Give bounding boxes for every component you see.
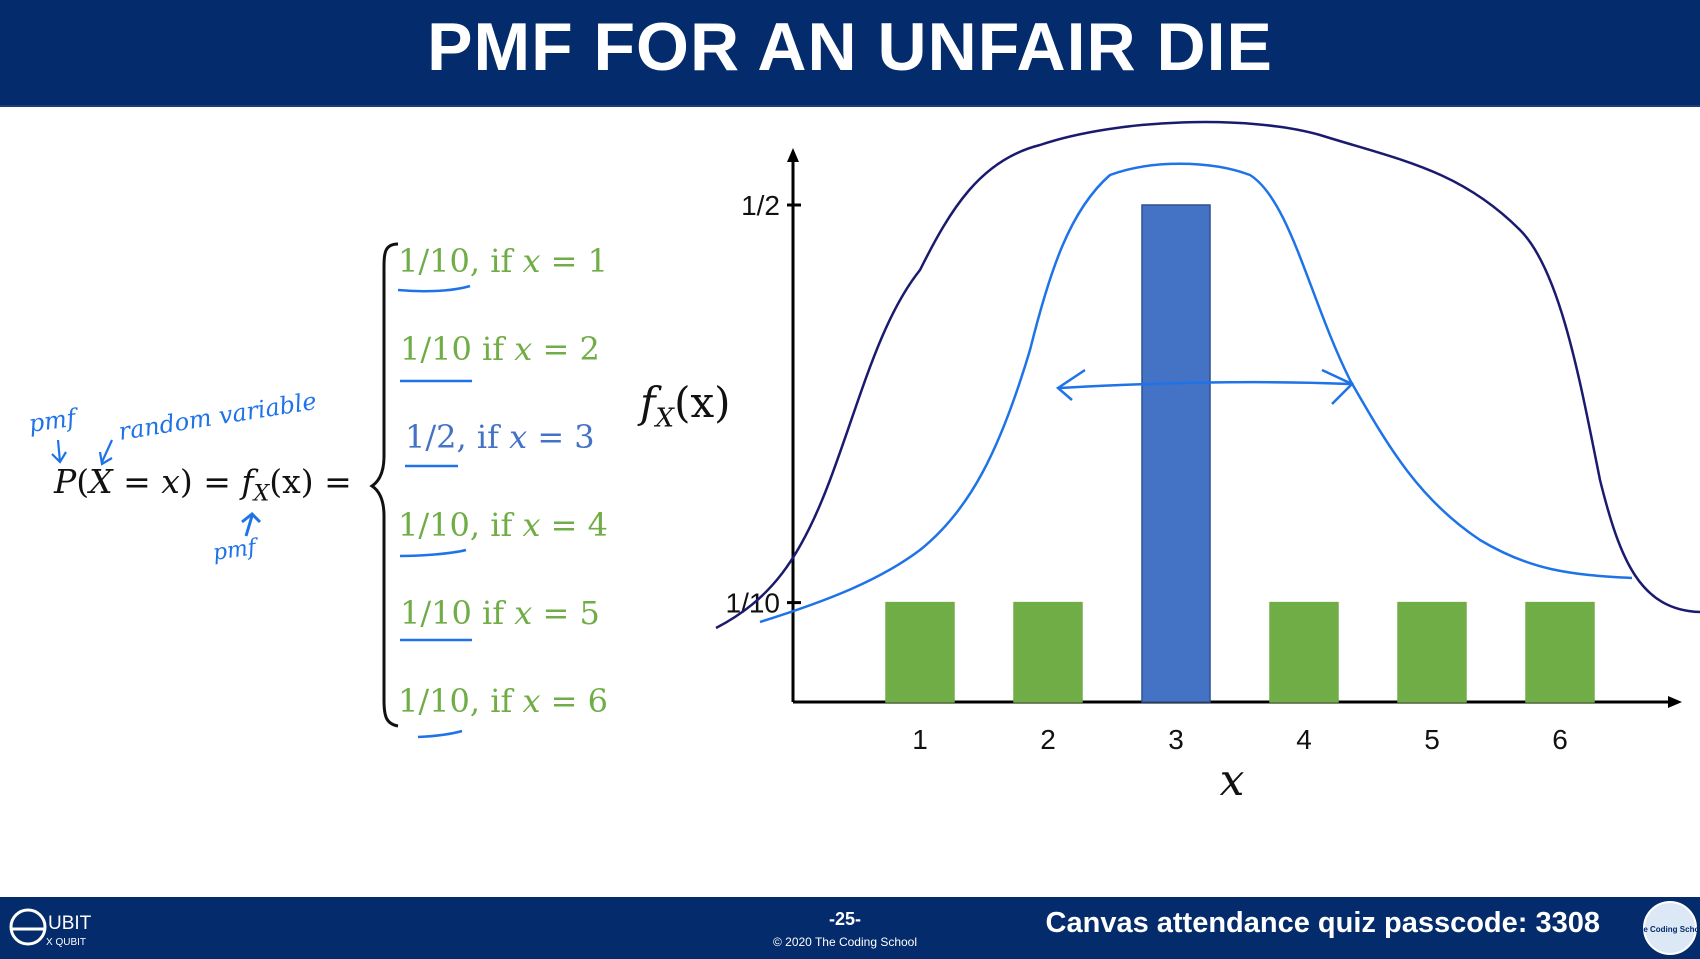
case-variable: x bbox=[514, 594, 533, 632]
case-probability: 1/2, bbox=[405, 418, 467, 456]
qubit-logo-circle bbox=[9, 908, 47, 946]
coding-school-logo: The Coding School bbox=[1642, 901, 1698, 955]
attendance-passcode: Canvas attendance quiz passcode: 3308 bbox=[1045, 907, 1600, 939]
pmf-case-6: 1/10, if x = 6 bbox=[398, 682, 608, 720]
case-variable: x bbox=[522, 506, 541, 544]
case-variable: x bbox=[514, 330, 533, 368]
case-relation: = 2 bbox=[532, 330, 600, 368]
x-axis-label: x bbox=[1220, 755, 1245, 806]
case-if: if bbox=[480, 682, 523, 720]
pmf-note-bottom: pmf bbox=[211, 535, 261, 566]
case-probability: 1/10 bbox=[400, 594, 472, 632]
slide-header: PMF FOR AN UNFAIR DIE bbox=[0, 0, 1700, 107]
case-variable: x bbox=[522, 682, 541, 720]
y-ticks-group: 1/101/2 bbox=[726, 190, 801, 619]
qubit-logo-subtext: X QUBIT bbox=[46, 937, 86, 948]
equals-sign-2: = bbox=[192, 462, 242, 501]
underline-6 bbox=[417, 729, 463, 739]
random-variable-note: random variable bbox=[117, 387, 319, 446]
x-tick-label-3: 3 bbox=[1168, 724, 1184, 755]
p-symbol: P bbox=[54, 462, 77, 501]
case-if: if bbox=[480, 242, 523, 280]
f-symbol: f bbox=[241, 462, 254, 501]
y-label-argument: (x) bbox=[674, 378, 731, 427]
bar-4 bbox=[1269, 601, 1339, 703]
case-if: if bbox=[471, 594, 515, 632]
cases-brace bbox=[369, 242, 399, 728]
random-variable-symbol: X bbox=[89, 462, 113, 501]
bar-5 bbox=[1397, 601, 1467, 703]
pmf-case-3: 1/2, if x = 3 bbox=[405, 418, 595, 456]
coding-school-logo-text: The Coding School bbox=[1642, 925, 1698, 934]
spread-arrow-sketch bbox=[1059, 380, 1351, 390]
pmf-note-top: pmf bbox=[27, 403, 82, 438]
case-if: if bbox=[466, 418, 510, 456]
close-paren: ) bbox=[179, 462, 193, 501]
x-axis-arrow bbox=[1668, 696, 1682, 708]
page-number: -25- bbox=[828, 909, 861, 929]
underline-1 bbox=[397, 284, 471, 293]
f-argument: (x) bbox=[269, 462, 314, 501]
case-if: if bbox=[471, 330, 515, 368]
case-if: if bbox=[480, 506, 523, 544]
inner-curve-sketch bbox=[759, 162, 1633, 624]
value-symbol: x bbox=[161, 462, 180, 501]
qubit-logo-text: UBIT bbox=[48, 913, 92, 934]
bar-2 bbox=[1013, 601, 1083, 703]
y-axis-label: fX(x) bbox=[640, 378, 731, 433]
y-axis-arrow bbox=[787, 148, 799, 162]
x-tick-label-5: 5 bbox=[1424, 724, 1440, 755]
x-tick-label-6: 6 bbox=[1552, 724, 1568, 755]
y-label-subscript: X bbox=[655, 403, 675, 434]
bar-3 bbox=[1141, 204, 1211, 703]
pmf-note-2-arrow bbox=[241, 511, 262, 537]
case-probability: 1/10, bbox=[398, 242, 481, 280]
x-ticks-group: 1 2 3 4 5 6 bbox=[912, 724, 1568, 755]
bar-6 bbox=[1525, 601, 1595, 703]
qubit-logo: UBIT X QUBIT bbox=[9, 908, 92, 948]
spread-arrow-left-head bbox=[1055, 368, 1086, 401]
case-relation: = 3 bbox=[527, 418, 595, 456]
copyright: © 2020 The Coding School bbox=[772, 935, 918, 949]
y-label-f: f bbox=[640, 378, 656, 427]
f-subscript: X bbox=[253, 481, 270, 507]
case-relation: = 4 bbox=[540, 506, 609, 544]
x-tick-label-1: 1 bbox=[912, 724, 928, 755]
case-probability: 1/10, bbox=[398, 682, 481, 720]
slide-title: PMF FOR AN UNFAIR DIE bbox=[427, 9, 1273, 85]
equals-sign-3: = bbox=[313, 462, 352, 501]
pmf-case-1: 1/10, if x = 1 bbox=[398, 242, 608, 280]
open-paren: ( bbox=[76, 462, 90, 501]
case-variable: x bbox=[509, 418, 528, 456]
case-probability: 1/10, bbox=[398, 506, 481, 544]
underline-4 bbox=[399, 548, 467, 558]
pmf-case-4: 1/10, if x = 4 bbox=[398, 506, 608, 544]
coding-school-logo-circle bbox=[1643, 901, 1697, 955]
pmf-case-2: 1/10 if x = 2 bbox=[400, 330, 600, 368]
slide-footer: UBIT X QUBIT -25- © 2020 The Coding Scho… bbox=[0, 897, 1700, 959]
pmf-definition-lhs: P(X = x) = fX(x) = bbox=[54, 462, 352, 507]
case-relation: = 1 bbox=[540, 242, 609, 280]
outer-curve-sketch bbox=[715, 120, 1700, 630]
case-probability: 1/10 bbox=[400, 330, 472, 368]
spread-arrow-right-head bbox=[1321, 368, 1355, 405]
x-tick-label-2: 2 bbox=[1040, 724, 1056, 755]
equals-sign: = bbox=[112, 462, 162, 501]
case-variable: x bbox=[522, 242, 541, 280]
bar-1 bbox=[885, 601, 955, 703]
random-variable-arrow bbox=[98, 439, 114, 466]
case-relation: = 5 bbox=[532, 594, 600, 632]
bars-group bbox=[885, 204, 1595, 703]
x-tick-label-4: 4 bbox=[1296, 724, 1312, 755]
case-relation: = 6 bbox=[540, 682, 609, 720]
pmf-case-5: 1/10 if x = 5 bbox=[400, 594, 600, 632]
pmf-note-arrow bbox=[51, 439, 67, 464]
y-tick-label-2: 1/2 bbox=[741, 190, 780, 221]
